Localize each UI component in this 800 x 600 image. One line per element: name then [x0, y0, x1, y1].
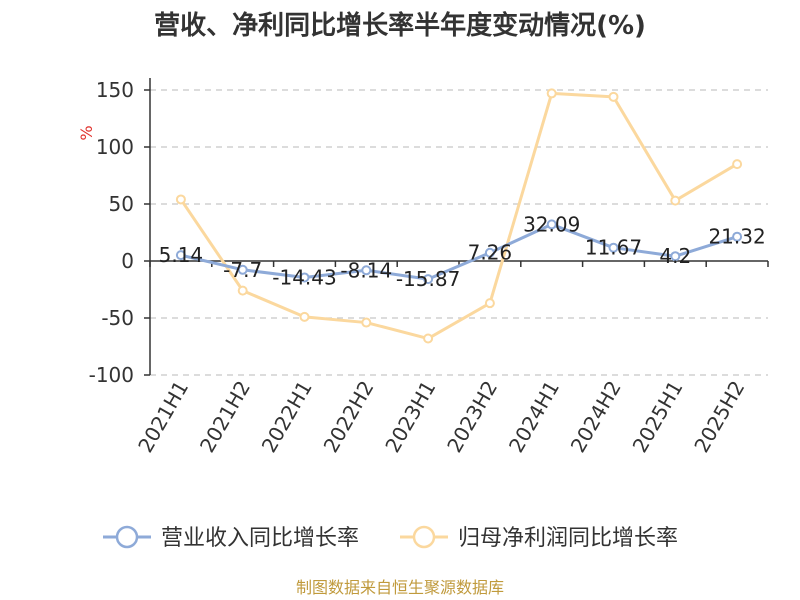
x-tick-label: 2022H2: [319, 377, 379, 457]
data-label: 7.26: [468, 241, 513, 265]
chart-title: 营收、净利同比增长率半年度变动情况(%): [154, 10, 646, 41]
data-point: [484, 298, 495, 309]
series-layer: [175, 88, 743, 344]
data-point: [237, 285, 248, 296]
data-label: 5.14: [159, 243, 204, 267]
data-point: [423, 274, 434, 285]
x-tick-label: 2025H1: [628, 377, 688, 457]
source-note: 制图数据来自恒生聚源数据库: [296, 578, 504, 597]
data-point: [732, 159, 743, 170]
data-point: [361, 265, 372, 276]
y-tick-label: 50: [109, 192, 134, 216]
legend-item-profit: 归母净利润同比增长率: [400, 525, 678, 551]
legend-marker: [115, 525, 139, 549]
legend-label: 营业收入同比增长率: [161, 526, 359, 551]
data-point: [175, 194, 186, 205]
data-label: 32.09: [523, 212, 580, 236]
legend-marker: [412, 525, 436, 549]
x-tick-label: 2023H2: [442, 377, 502, 457]
series-revenue: [175, 219, 743, 285]
data-label: -14.43: [272, 265, 336, 289]
legend-label: 归母净利润同比增长率: [458, 526, 678, 551]
x-tick-label: 2021H1: [133, 377, 193, 457]
legend-item-revenue: 营业收入同比增长率: [103, 525, 359, 551]
data-point: [299, 311, 310, 322]
x-tick-label: 2021H2: [195, 377, 255, 457]
data-label: 11.67: [585, 236, 642, 260]
data-point: [608, 91, 619, 102]
data-point: [484, 247, 495, 258]
data-point: [175, 250, 186, 261]
data-point: [299, 272, 310, 283]
data-point: [546, 219, 557, 230]
series-line: [180, 222, 738, 281]
x-tick-label: 2023H1: [380, 377, 440, 457]
data-point: [237, 264, 248, 275]
data-point: [608, 242, 619, 253]
x-tick-label: 2024H1: [504, 377, 564, 457]
series-line: [179, 91, 738, 341]
data-label: -8.14: [340, 258, 392, 282]
y-tick-label: 0: [121, 249, 134, 273]
x-tick-label: 2024H2: [566, 377, 626, 457]
legend: 营业收入同比增长率 归母净利润同比增长率: [103, 525, 678, 551]
data-label: -7.7: [223, 258, 262, 282]
x-tick-label: 2022H1: [257, 377, 317, 457]
y-tick-label: -50: [101, 306, 134, 330]
y-tick-label: 150: [96, 78, 134, 102]
data-label: -15.87: [396, 267, 460, 291]
series-profit: [175, 88, 743, 344]
data-point: [670, 251, 681, 262]
grid: [150, 89, 768, 376]
data-label: 21.32: [708, 225, 765, 249]
data-label: 4.2: [659, 244, 691, 268]
data-point: [361, 317, 372, 328]
data-point: [423, 333, 434, 344]
y-axis-unit: %: [77, 125, 96, 140]
x-tick-label: 2025H2: [689, 377, 749, 457]
y-tick-label: -100: [89, 363, 134, 387]
data-point: [732, 231, 743, 242]
data-point: [546, 88, 557, 99]
y-tick-label: 100: [96, 135, 134, 159]
data-point: [670, 195, 681, 206]
